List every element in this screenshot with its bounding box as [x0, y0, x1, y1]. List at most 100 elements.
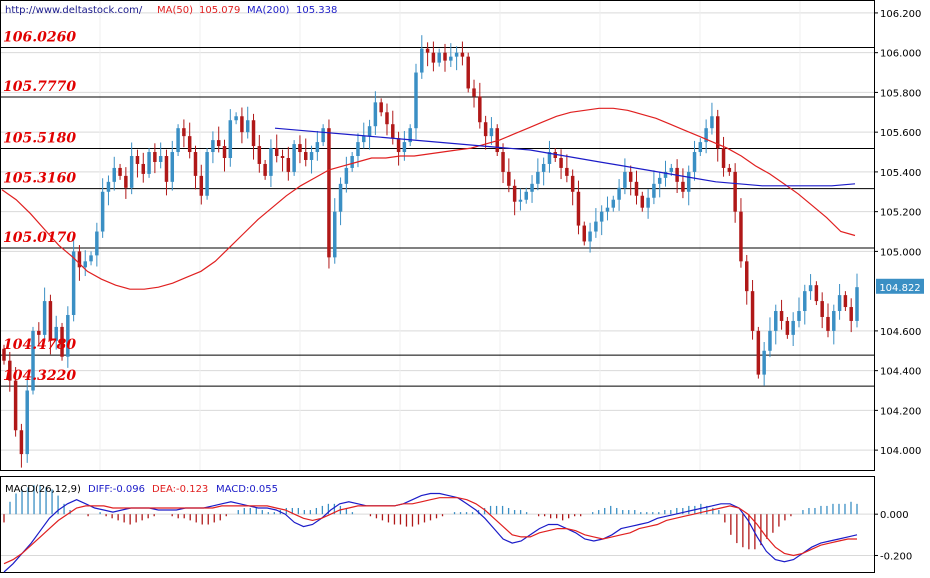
- candle-body: [530, 183, 534, 192]
- price-tick-label: 104.400: [880, 367, 921, 378]
- candle-body: [396, 138, 401, 153]
- price-tick-label: 105.200: [880, 208, 921, 219]
- candle-body: [141, 163, 146, 174]
- candle-body: [483, 122, 488, 137]
- candle-body: [541, 163, 546, 172]
- ma50-line: [1, 107, 856, 290]
- candle-body: [158, 156, 163, 162]
- price-axis: 106.200 106.000 105.800 105.600 105.400 105.2…: [874, 9, 921, 457]
- candle-body: [750, 291, 755, 331]
- candle-body: [512, 185, 517, 202]
- macd-label: MACD(26,12,9): [5, 484, 81, 495]
- candle-body: [617, 187, 621, 200]
- candle-body: [478, 96, 482, 123]
- macd-histogram: [3, 485, 858, 550]
- candle-body: [536, 171, 540, 184]
- candle-body: [663, 171, 668, 178]
- candle-body: [756, 330, 761, 375]
- current-price-label: 104.822: [879, 283, 920, 294]
- source-url[interactable]: http://www.deltastock.com/: [5, 5, 143, 16]
- candle-body: [83, 261, 87, 268]
- candle-body: [182, 128, 186, 137]
- candle-body: [437, 52, 441, 63]
- candle-body: [588, 231, 592, 242]
- candle-body: [350, 156, 354, 168]
- candle-body: [257, 146, 262, 164]
- price-tick-label: 106.200: [880, 9, 921, 20]
- candle-body: [524, 191, 528, 200]
- candle-body: [686, 171, 691, 192]
- level-label: 105.5180: [3, 130, 76, 146]
- level-label: 105.7770: [3, 79, 76, 95]
- candle-body: [623, 171, 627, 188]
- candle-body: [274, 148, 279, 157]
- candle-body: [13, 380, 18, 431]
- candle-body: [333, 211, 337, 258]
- price-tick-label: 105.800: [880, 88, 921, 99]
- candle-body: [379, 102, 383, 113]
- candle-body: [808, 285, 813, 292]
- candle-body: [710, 116, 714, 129]
- candle-body: [849, 307, 853, 321]
- candle-body: [472, 88, 476, 97]
- candlesticks: [2, 35, 859, 468]
- current-price-box: [876, 278, 924, 294]
- price-tick-label: 104.200: [880, 406, 921, 417]
- level-labels: 106.0260 105.7770 105.5180 105.3160 105.0170…: [3, 30, 76, 385]
- candle-body: [797, 311, 801, 321]
- candle-body: [559, 157, 563, 168]
- price-tick-label: 106.000: [880, 49, 921, 60]
- candle-body: [327, 128, 331, 258]
- price-tick-label: 105.400: [880, 168, 921, 179]
- candle-body: [420, 48, 424, 73]
- candle-body: [95, 231, 99, 256]
- candle-body: [129, 156, 134, 188]
- candle-body: [599, 211, 604, 222]
- macd-macd-value: MACD:0.055: [216, 484, 278, 495]
- candle-body: [657, 177, 662, 184]
- candle-body: [298, 144, 302, 153]
- candle-body: [112, 167, 116, 182]
- current-price-tag: 104.822: [876, 278, 924, 294]
- candle-body: [803, 291, 807, 312]
- level-label: 106.0260: [3, 30, 76, 46]
- candle-body: [251, 120, 256, 147]
- candle-body: [315, 142, 320, 153]
- chart-header: http://www.deltastock.com/ MA(50) 105.07…: [5, 5, 337, 16]
- candle-body: [495, 128, 499, 153]
- candle-body: [228, 120, 233, 158]
- candle-body: [106, 181, 111, 192]
- candle-body: [147, 152, 151, 174]
- candle-body: [826, 316, 830, 331]
- candle-body: [454, 52, 459, 57]
- candle-body: [843, 295, 848, 308]
- candle-body: [211, 140, 215, 153]
- candle-body: [19, 430, 24, 455]
- candle-body: [54, 326, 58, 341]
- macd-tick-label: 0.000: [880, 510, 909, 521]
- candle-body: [385, 112, 389, 125]
- main-panel-frame: [0, 0, 875, 471]
- candle-body: [547, 152, 552, 164]
- candle-body: [367, 126, 372, 137]
- candle-body: [25, 390, 29, 455]
- candle-body: [582, 225, 587, 242]
- candle-body: [292, 144, 296, 172]
- price-tick-label: 104.600: [880, 327, 921, 338]
- candle-body: [646, 197, 650, 208]
- macd-diff-value: DIFF:-0.096: [88, 484, 145, 495]
- candle-body: [460, 52, 465, 57]
- candle-body: [466, 56, 470, 89]
- ma200-label: MA(200): [247, 5, 289, 16]
- candle-body: [338, 183, 343, 212]
- candle-body: [762, 350, 766, 375]
- macd-header: MACD(26,12,9) DIFF:-0.096 DEA:-0.123 MAC…: [5, 484, 278, 495]
- candle-body: [715, 116, 720, 149]
- candle-body: [739, 211, 743, 262]
- ma50-value: 105.079: [199, 5, 240, 16]
- candle-body: [489, 128, 494, 137]
- candle-body: [779, 311, 784, 321]
- candle-body: [153, 152, 157, 162]
- level-lines: [1, 47, 874, 387]
- candle-body: [640, 195, 645, 208]
